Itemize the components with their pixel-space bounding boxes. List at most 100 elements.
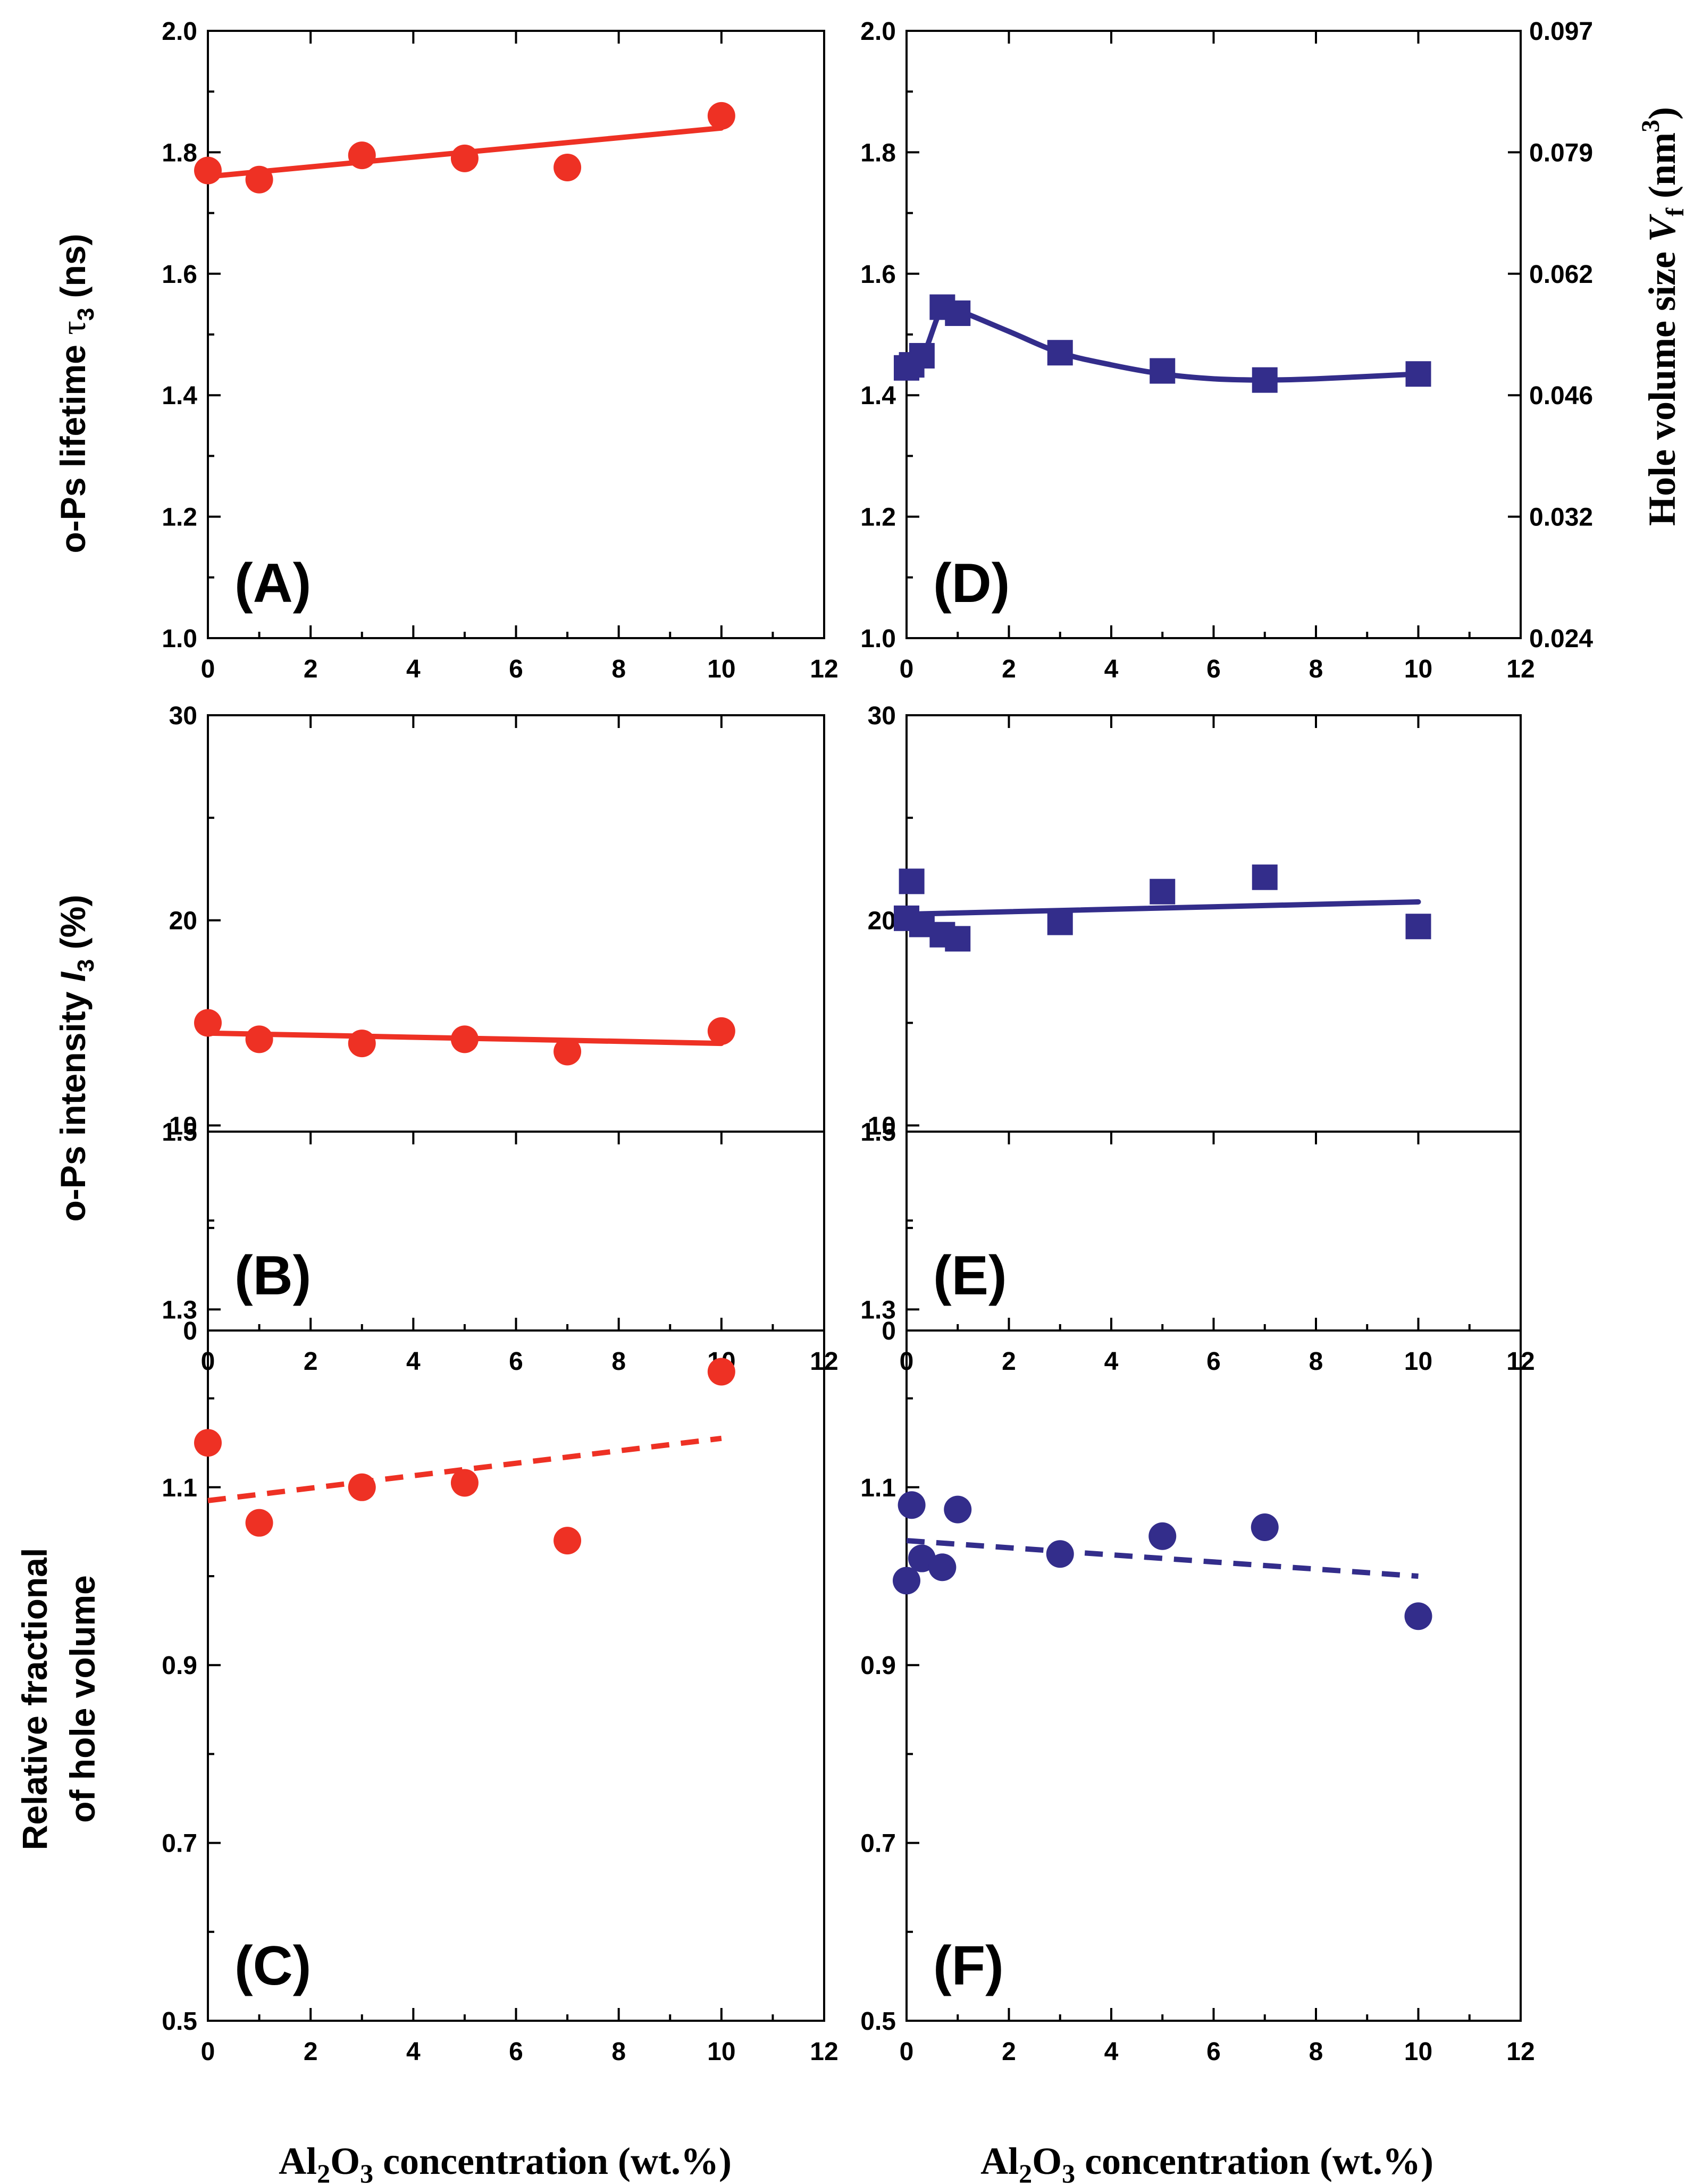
panel-label: (F) bbox=[933, 1935, 1004, 1997]
y-tick-label: 1.5 bbox=[860, 1118, 896, 1147]
ylabel-hole-volume: Hole volume size Vf (nm3) bbox=[1637, 107, 1689, 526]
x-tick-label: 2 bbox=[304, 1348, 318, 1376]
y-tick-label: 1.2 bbox=[860, 504, 896, 532]
y-tick-label: 1.0 bbox=[162, 625, 197, 653]
right-y-tick-label: 0.024 bbox=[1529, 625, 1593, 653]
data-point bbox=[1251, 1513, 1279, 1542]
data-point bbox=[945, 926, 971, 952]
y-tick-label: 1.2 bbox=[162, 504, 197, 532]
right-y-tick-label: 0.032 bbox=[1529, 504, 1593, 532]
x-tick-label: 4 bbox=[406, 1348, 421, 1376]
x-tick-label: 6 bbox=[1206, 655, 1221, 683]
data-point bbox=[893, 1567, 920, 1595]
x-tick-label: 6 bbox=[509, 2038, 523, 2066]
panel-label: (B) bbox=[234, 1245, 311, 1307]
data-point bbox=[1150, 878, 1176, 905]
data-point bbox=[348, 1030, 376, 1058]
x-tick-label: 2 bbox=[1002, 1348, 1016, 1376]
y-tick-label: 0.7 bbox=[860, 1830, 896, 1858]
y-tick-label: 1.1 bbox=[162, 1474, 197, 1502]
x-tick-label: 4 bbox=[406, 2038, 421, 2066]
x-tick-label: 8 bbox=[611, 655, 626, 683]
data-point bbox=[707, 102, 735, 130]
xlabel-left: Al2O3 concentration (wt.%) bbox=[279, 2140, 732, 2184]
fit-line bbox=[207, 1435, 722, 1503]
data-point bbox=[194, 156, 222, 185]
y-tick-label: 20 bbox=[868, 907, 896, 935]
data-point bbox=[450, 1025, 479, 1053]
x-tick-label: 12 bbox=[1506, 655, 1534, 683]
data-point bbox=[899, 868, 925, 894]
data-point bbox=[348, 141, 376, 170]
y-tick-label: 30 bbox=[868, 702, 896, 730]
xlabel-right: Al2O3 concentration (wt.%) bbox=[980, 2140, 1433, 2184]
y-tick-label: 0.5 bbox=[162, 2007, 197, 2036]
x-tick-label: 0 bbox=[900, 2038, 914, 2066]
right-y-tick-label: 0.079 bbox=[1529, 139, 1593, 167]
y-tick-label: 0 bbox=[183, 1317, 197, 1345]
x-tick-label: 12 bbox=[810, 2038, 838, 2066]
y-tick-label: 10 bbox=[868, 1112, 896, 1140]
data-point bbox=[928, 1553, 957, 1581]
data-point bbox=[1148, 1522, 1177, 1550]
data-point bbox=[194, 1009, 222, 1037]
data-point bbox=[1047, 909, 1073, 935]
x-tick-label: 6 bbox=[509, 1348, 523, 1376]
panel-F: 0 2 4 6 8 10 12 0.5 0.7 0.9 1.1 1.3 1.5 (F) bbox=[860, 1118, 1534, 2066]
y-tick-label: 1.4 bbox=[860, 382, 896, 410]
data-point bbox=[1405, 361, 1431, 387]
plot-frame bbox=[905, 30, 1522, 639]
y-tick-label: 0.9 bbox=[860, 1652, 896, 1680]
panel-label: (D) bbox=[933, 553, 1010, 614]
panel-D: 0 2 4 6 8 10 12 1.0 1.2 1.4 1.6 1.8 2.0 0.024 0.032 0.0… bbox=[860, 18, 1593, 683]
ylabel-lifetime: o-Ps lifetime τ3 (ns) bbox=[53, 233, 99, 553]
x-tick-label: 0 bbox=[201, 2038, 215, 2066]
ylabel-fraction-line2: of hole volume bbox=[63, 1575, 102, 1823]
data-point bbox=[707, 1017, 735, 1045]
data-point bbox=[1252, 367, 1278, 393]
right-y-tick-label: 0.097 bbox=[1529, 18, 1593, 46]
data-point bbox=[450, 1469, 479, 1497]
panel-C: 0 2 4 6 8 10 12 0.5 0.7 0.9 1.1 1.3 1.5 (C) bbox=[162, 1118, 838, 2066]
x-tick-label: 4 bbox=[1104, 655, 1119, 683]
x-tick-label: 2 bbox=[304, 2038, 318, 2066]
x-tick-label: 6 bbox=[1206, 1348, 1221, 1376]
x-tick-label: 10 bbox=[1404, 1348, 1432, 1376]
y-tick-label: 1.8 bbox=[162, 139, 197, 167]
x-tick-label: 10 bbox=[1404, 655, 1432, 683]
x-tick-label: 10 bbox=[707, 2038, 735, 2066]
x-tick-label: 2 bbox=[304, 655, 318, 683]
ylabel-intensity: o-Ps intensity I3 (%) bbox=[53, 895, 99, 1222]
y-tick-label: 0 bbox=[882, 1317, 896, 1345]
x-tick-label: 8 bbox=[611, 2038, 626, 2066]
data-point bbox=[707, 1358, 735, 1386]
data-point bbox=[245, 165, 273, 194]
x-tick-label: 6 bbox=[509, 655, 523, 683]
data-point bbox=[1150, 358, 1176, 384]
y-tick-label: 1.8 bbox=[860, 139, 896, 167]
x-tick-label: 4 bbox=[406, 655, 421, 683]
x-tick-label: 6 bbox=[1206, 2038, 1221, 2066]
y-tick-label: 0.5 bbox=[860, 2007, 896, 2036]
x-tick-label: 8 bbox=[1309, 2038, 1323, 2066]
data-point bbox=[1047, 340, 1073, 366]
x-tick-label: 2 bbox=[1002, 2038, 1016, 2066]
data-point bbox=[1404, 1602, 1432, 1630]
data-point bbox=[554, 1037, 582, 1066]
x-tick-label: 4 bbox=[1104, 2038, 1119, 2066]
x-tick-label: 12 bbox=[1506, 2038, 1534, 2066]
y-tick-label: 1.5 bbox=[162, 1118, 197, 1147]
x-tick-label: 10 bbox=[1404, 2038, 1432, 2066]
y-tick-label: 1.3 bbox=[162, 1296, 197, 1324]
y-tick-label: 2.0 bbox=[860, 18, 896, 46]
ylabel-fraction-line1: Relative fractional bbox=[15, 1548, 54, 1851]
panel-label: (C) bbox=[234, 1935, 311, 1997]
x-tick-label: 4 bbox=[1104, 1348, 1119, 1376]
y-tick-label: 0.9 bbox=[162, 1652, 197, 1680]
data-point bbox=[1252, 864, 1278, 890]
data-point bbox=[898, 1491, 926, 1519]
y-tick-label: 1.6 bbox=[860, 261, 896, 289]
data-point bbox=[554, 1527, 582, 1555]
